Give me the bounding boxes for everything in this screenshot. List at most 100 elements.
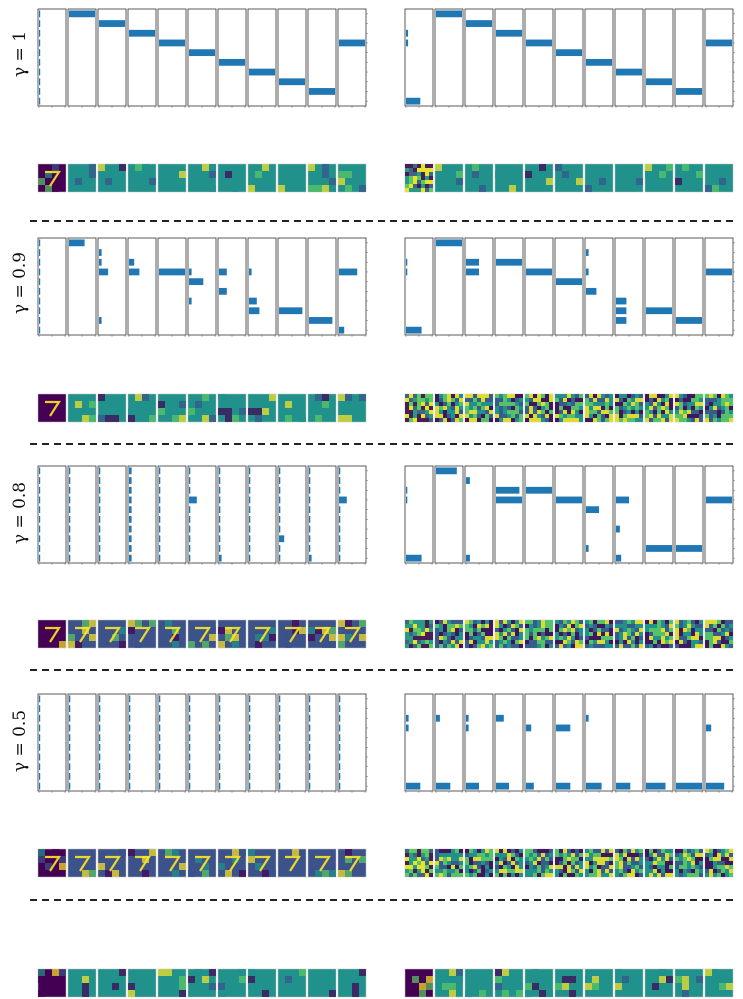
thumbnail-cell (417, 861, 421, 865)
thumbnail-cell (455, 869, 459, 873)
thumbnail-cell (489, 644, 493, 648)
thumbnail-cell (525, 171, 532, 178)
thumbnail-cell (575, 849, 579, 853)
bar-mark (39, 39, 41, 47)
thumbnail-cell (721, 861, 725, 865)
bar-panel (704, 237, 734, 337)
thumbnail-cell (675, 398, 679, 402)
thumbnail-cell (729, 849, 733, 853)
thumbnail-cell (451, 632, 455, 636)
thumbnail-cell (665, 620, 669, 624)
thumbnail-cell (567, 620, 571, 624)
thumbnail-cell (639, 869, 643, 873)
thumbnail-cell (489, 849, 493, 853)
thumbnail-cell (202, 976, 209, 983)
thumbnail-cell (713, 632, 717, 636)
thumbnail-cell (571, 644, 575, 648)
bar-mark (339, 326, 345, 334)
thumbnail-cell (338, 870, 345, 877)
heatmap-thumbnail (187, 968, 217, 998)
bar-mark (339, 743, 341, 751)
thumbnail-cell (539, 164, 546, 171)
thumbnail-cell (725, 620, 729, 624)
bar-panel (614, 8, 644, 108)
thumbnail-cell (713, 861, 717, 865)
thumbnail-cell (661, 632, 665, 636)
thumbnail-cell (627, 636, 631, 640)
thumbnail-cell (511, 636, 515, 640)
thumbnail-cell (635, 865, 639, 869)
thumbnail-cell (705, 620, 709, 624)
bar-panel (247, 693, 277, 793)
thumbnail-cell (717, 873, 721, 877)
thumbnail-cell (619, 632, 623, 636)
thumbnail-cell (469, 394, 473, 398)
thumbnail-cell (666, 976, 673, 983)
thumbnail-cell (619, 620, 623, 624)
thumbnail-cell (615, 861, 619, 865)
thumbnail-cell (502, 969, 509, 976)
thumbnail-cell (627, 861, 631, 865)
thumbnail-cell (571, 632, 575, 636)
thumbnail-cell (683, 398, 687, 402)
thumbnail-cell (507, 406, 511, 410)
thumbnail-cell (429, 188, 433, 192)
thumbnail-cell (413, 853, 417, 857)
panel-frame (464, 693, 494, 792)
thumbnail-cell (525, 857, 529, 861)
thumbnail-cell (639, 849, 643, 853)
thumbnail-cell (575, 636, 579, 640)
thumbnail-cell (495, 865, 499, 869)
bar-mark (646, 545, 672, 552)
bar-mark (39, 724, 41, 732)
thumbnail-cell (537, 620, 541, 624)
thumbnail-cell (635, 632, 639, 636)
bar-mark (99, 782, 101, 790)
thumbnail-cell (623, 620, 627, 624)
thumbnail-cell (571, 410, 575, 414)
thumbnail-cell (405, 172, 409, 176)
panel-frame (157, 8, 187, 107)
bar-mark (159, 734, 161, 742)
thumbnail-cell (721, 857, 725, 861)
thumbnail-cell (409, 865, 413, 869)
thumbnail-cell (525, 410, 529, 414)
thumbnail-cell (657, 628, 661, 632)
thumbnail-cell (549, 418, 553, 422)
thumbnail-cell (447, 853, 451, 857)
thumbnail-cell (597, 853, 601, 857)
thumbnail-cell (248, 983, 255, 990)
thumbnail-cell (525, 861, 529, 865)
thumbnail-cell (421, 853, 425, 857)
thumbnail-cell (329, 178, 336, 185)
heatmap-thumbnail (37, 848, 67, 878)
thumbnail-cell (541, 849, 545, 853)
thumbnail-cell (729, 624, 733, 628)
thumbnail-cell (507, 398, 511, 402)
bar-panel (217, 465, 247, 565)
thumbnail-cell (529, 869, 533, 873)
thumbnail-cell (597, 869, 601, 873)
thumbnail-cell (507, 394, 511, 398)
thumbnail-cell (679, 406, 683, 410)
bar-panel (97, 8, 127, 108)
thumbnail-cell (653, 853, 657, 857)
thumbnail-cell (142, 870, 149, 877)
thumbnail-cell (705, 406, 709, 410)
thumbnail-cell (489, 418, 493, 422)
bar-mark (616, 68, 642, 76)
thumbnail-cell (421, 869, 425, 873)
thumbnail-cell (549, 402, 553, 406)
thumbnail-cell (541, 640, 545, 644)
thumbnail-cell (429, 414, 433, 418)
thumbnail-cell (661, 853, 665, 857)
bar-mark (129, 554, 132, 562)
thumbnail-cell (417, 414, 421, 418)
thumbnail-cell (429, 168, 433, 172)
bar-mark (646, 307, 672, 315)
thumbnail-cell (511, 869, 515, 873)
thumbnail-cell (519, 394, 523, 398)
thumbnail-cell (439, 853, 443, 857)
thumbnail-cell (555, 414, 559, 418)
thumbnail-cell (429, 620, 433, 624)
